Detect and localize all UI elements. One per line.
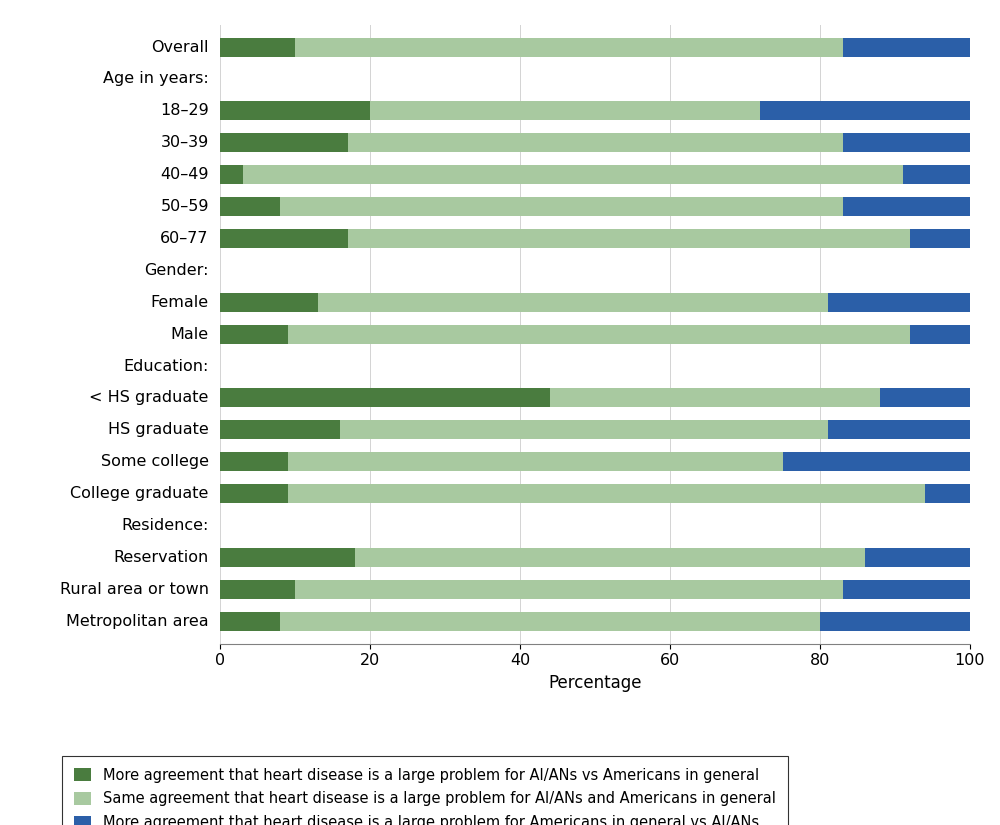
Text: HS graduate: HS graduate: [108, 422, 209, 437]
Bar: [295, 580, 842, 599]
Bar: [355, 548, 865, 567]
Bar: [318, 293, 828, 312]
Bar: [220, 389, 550, 408]
Bar: [925, 484, 970, 503]
Bar: [370, 101, 760, 120]
X-axis label: Percentage: Percentage: [548, 674, 642, 692]
Text: Rural area or town: Rural area or town: [60, 582, 209, 596]
Bar: [828, 293, 970, 312]
Bar: [220, 165, 242, 184]
Bar: [910, 229, 970, 248]
Bar: [295, 37, 842, 57]
Bar: [288, 452, 782, 471]
Text: 50–59: 50–59: [160, 199, 209, 214]
Legend: More agreement that heart disease is a large problem for AI/ANs vs Americans in : More agreement that heart disease is a l…: [62, 756, 788, 825]
Bar: [550, 389, 880, 408]
Bar: [220, 548, 355, 567]
Bar: [220, 420, 340, 440]
Text: Gender:: Gender:: [144, 263, 209, 278]
Bar: [220, 293, 318, 312]
Bar: [220, 101, 370, 120]
Text: 18–29: 18–29: [160, 103, 209, 118]
Bar: [782, 452, 970, 471]
Text: < HS graduate: < HS graduate: [89, 390, 209, 405]
Text: College graduate: College graduate: [70, 486, 209, 501]
Bar: [902, 165, 970, 184]
Bar: [288, 324, 910, 344]
Text: Age in years:: Age in years:: [103, 72, 209, 87]
Bar: [842, 197, 970, 216]
Bar: [880, 389, 970, 408]
Text: 30–39: 30–39: [160, 135, 209, 150]
Bar: [242, 165, 902, 184]
Bar: [828, 420, 970, 440]
Bar: [865, 548, 970, 567]
Bar: [220, 452, 288, 471]
Bar: [220, 197, 280, 216]
Bar: [842, 133, 970, 153]
Text: Some college: Some college: [101, 455, 209, 469]
Text: Residence:: Residence:: [121, 518, 209, 533]
Bar: [340, 420, 828, 440]
Bar: [220, 229, 348, 248]
Bar: [280, 611, 820, 631]
Text: Metropolitan area: Metropolitan area: [66, 614, 209, 629]
Bar: [760, 101, 970, 120]
Bar: [842, 580, 970, 599]
Bar: [220, 580, 295, 599]
Bar: [220, 133, 348, 153]
Text: Male: Male: [171, 327, 209, 342]
Text: 40–49: 40–49: [160, 167, 209, 182]
Bar: [910, 324, 970, 344]
Bar: [220, 37, 295, 57]
Text: Education:: Education:: [123, 359, 209, 374]
Text: Overall: Overall: [151, 40, 209, 54]
Text: Female: Female: [151, 295, 209, 309]
Bar: [220, 324, 288, 344]
Bar: [220, 484, 288, 503]
Bar: [280, 197, 842, 216]
Bar: [220, 611, 280, 631]
Bar: [820, 611, 970, 631]
Bar: [348, 133, 842, 153]
Bar: [288, 484, 925, 503]
Bar: [842, 37, 970, 57]
Text: Reservation: Reservation: [114, 550, 209, 565]
Bar: [348, 229, 910, 248]
Text: 60–77: 60–77: [160, 231, 209, 246]
